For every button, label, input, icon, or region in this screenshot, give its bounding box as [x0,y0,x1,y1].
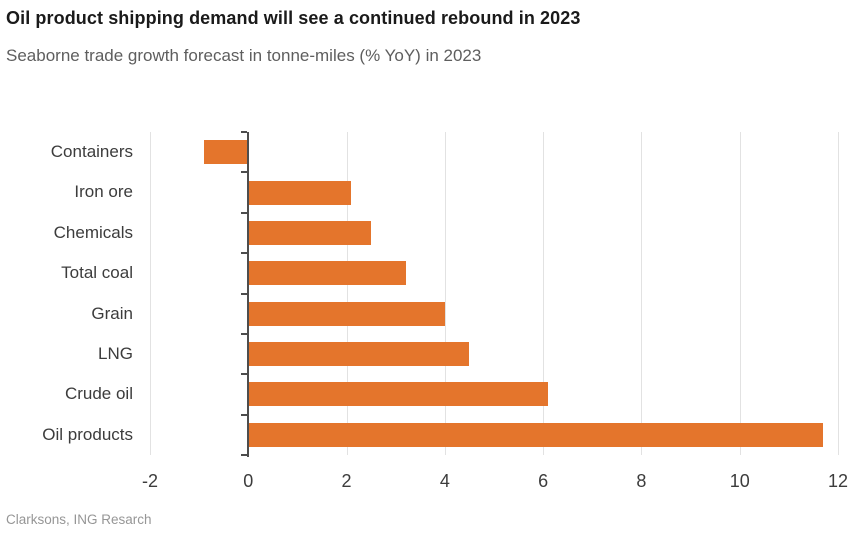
chart-title: Oil product shipping demand will see a c… [6,8,581,28]
gridline [150,132,151,455]
category-label: Containers [50,142,133,161]
axis-tick [241,454,248,456]
gridline [444,132,446,455]
bar-crude-oil [248,382,549,407]
bar-iron-ore [248,180,352,205]
x-tick-label: 4 [439,471,450,491]
x-tick-label: 8 [636,471,647,491]
x-tick-label: 6 [538,471,549,491]
axis-tick [241,252,248,255]
gridline [346,132,348,455]
category-label: Grain [91,303,133,323]
bar-containers [204,140,249,165]
category-label: LNG [98,343,133,363]
axis-tick [241,292,248,295]
category-label: Oil products [42,424,133,444]
gridline [641,132,643,455]
x-tick-label: 10 [729,471,750,491]
zero-axis-line [247,132,250,457]
x-tick-label: 2 [341,471,352,491]
category-label: Chemicals [53,222,133,242]
axis-tick [241,332,248,335]
axis-tick [241,131,248,133]
gridline [739,132,741,455]
gridline [543,132,545,455]
bar-grain [248,301,445,326]
axis-tick [241,211,248,214]
bar-lng [248,342,470,367]
source-note: Clarksons, ING Resarch [6,512,152,527]
x-tick-label: 0 [243,471,254,491]
bar-oil-products [248,422,824,447]
gridline [838,132,839,455]
x-tick-label: 12 [827,471,849,491]
bar-total-coal [248,261,406,286]
axis-tick [241,171,248,174]
axis-tick [241,413,248,416]
category-label: Iron ore [74,182,133,202]
chart-subtitle: Seaborne trade growth forecast in tonne-… [6,46,482,65]
axis-tick [241,373,248,376]
x-tick-label: -2 [141,471,159,491]
category-label: Crude oil [64,384,133,404]
category-label: Total coal [61,263,133,283]
bar-chemicals [248,220,372,245]
